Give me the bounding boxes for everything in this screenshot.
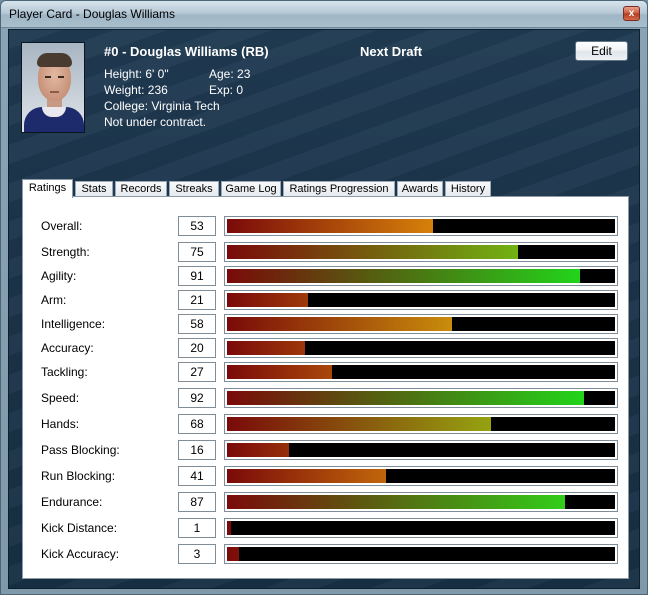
rating-value: 75 xyxy=(178,242,216,262)
rating-value: 58 xyxy=(178,314,216,334)
rating-bar-fill xyxy=(227,269,581,283)
player-experience: Exp: 0 xyxy=(209,83,244,97)
title-bar[interactable]: Player Card - Douglas Williams x xyxy=(1,1,647,28)
player-height: Height: 6' 0" xyxy=(104,67,169,81)
rating-label: Kick Distance: xyxy=(41,521,118,535)
rating-value: 41 xyxy=(178,466,216,486)
rating-bar-fill xyxy=(227,417,491,431)
rating-value: 87 xyxy=(178,492,216,512)
rating-row: Agility: 91 xyxy=(23,266,628,286)
tab-stats[interactable]: Stats xyxy=(75,181,113,197)
rating-row: Overall: 53 xyxy=(23,216,628,236)
rating-label: Accuracy: xyxy=(41,341,94,355)
rating-row: Pass Blocking: 16 xyxy=(23,440,628,460)
tab-awards[interactable]: Awards xyxy=(397,181,443,197)
rating-bar xyxy=(224,492,618,512)
player-photo xyxy=(21,42,85,133)
rating-label: Tackling: xyxy=(41,365,88,379)
close-icon: x xyxy=(628,8,635,19)
tab-records[interactable]: Records xyxy=(115,181,167,197)
rating-value: 21 xyxy=(178,290,216,310)
tab-streaks[interactable]: Streaks xyxy=(169,181,219,197)
rating-row: Speed: 92 xyxy=(23,388,628,408)
rating-value: 53 xyxy=(178,216,216,236)
rating-bar-fill xyxy=(227,341,305,355)
rating-bar xyxy=(224,338,618,358)
player-name-heading: #0 - Douglas Williams (RB) xyxy=(104,44,269,59)
rating-bar-fill xyxy=(227,293,309,307)
rating-bar-fill xyxy=(227,469,387,483)
rating-value: 68 xyxy=(178,414,216,434)
rating-label: Hands: xyxy=(41,417,80,431)
rating-row: Tackling: 27 xyxy=(23,362,628,382)
draft-status: Next Draft xyxy=(360,44,423,59)
player-age: Age: 23 xyxy=(209,67,251,81)
player-weight: Weight: 236 xyxy=(104,83,168,97)
rating-label: Strength: xyxy=(41,245,90,259)
player-college: College: Virginia Tech xyxy=(104,99,220,113)
rating-row: Intelligence: 58 xyxy=(23,314,628,334)
rating-bar xyxy=(224,518,618,538)
rating-bar xyxy=(224,290,618,310)
rating-bar xyxy=(224,362,618,382)
rating-bar-fill xyxy=(227,495,565,509)
rating-bar-fill xyxy=(227,547,239,561)
rating-bar xyxy=(224,314,618,334)
rating-row: Hands: 68 xyxy=(23,414,628,434)
rating-bar-fill xyxy=(227,391,584,405)
ratings-panel: Overall: 53 Strength: 75 Agility: 91 Arm: 21 Int… xyxy=(22,196,629,579)
rating-bar xyxy=(224,242,618,262)
rating-label: Run Blocking: xyxy=(41,469,116,483)
rating-bar-fill xyxy=(227,443,290,457)
rating-row: Arm: 21 xyxy=(23,290,628,310)
rating-bar xyxy=(224,216,618,236)
rating-value: 16 xyxy=(178,440,216,460)
rating-label: Intelligence: xyxy=(41,317,106,331)
rating-value: 91 xyxy=(178,266,216,286)
rating-bar xyxy=(224,388,618,408)
rating-value: 1 xyxy=(178,518,216,538)
window-title: Player Card - Douglas Williams xyxy=(9,7,176,21)
rating-row: Kick Accuracy: 3 xyxy=(23,544,628,564)
rating-value: 92 xyxy=(178,388,216,408)
rating-bar xyxy=(224,414,618,434)
tab-ratings-progression[interactable]: Ratings Progression xyxy=(283,181,395,197)
tab-ratings[interactable]: Ratings xyxy=(22,179,73,198)
rating-bar-fill xyxy=(227,219,433,233)
rating-row: Run Blocking: 41 xyxy=(23,466,628,486)
rating-row: Strength: 75 xyxy=(23,242,628,262)
rating-label: Pass Blocking: xyxy=(41,443,120,457)
tab-history[interactable]: History xyxy=(445,181,491,197)
rating-row: Endurance: 87 xyxy=(23,492,628,512)
rating-label: Speed: xyxy=(41,391,80,405)
rating-bar-fill xyxy=(227,317,453,331)
rating-bar-fill xyxy=(227,521,231,535)
rating-label: Arm: xyxy=(41,293,67,307)
close-button[interactable]: x xyxy=(623,6,640,21)
rating-label: Endurance: xyxy=(41,495,103,509)
rating-row: Kick Distance: 1 xyxy=(23,518,628,538)
rating-value: 20 xyxy=(178,338,216,358)
rating-bar-fill xyxy=(227,245,518,259)
tab-game-log[interactable]: Game Log xyxy=(221,181,281,197)
rating-bar-fill xyxy=(227,365,332,379)
rating-value: 3 xyxy=(178,544,216,564)
rating-bar xyxy=(224,544,618,564)
rating-bar xyxy=(224,266,618,286)
player-card-content: #0 - Douglas Williams (RB) Next Draft He… xyxy=(8,29,640,589)
rating-value: 27 xyxy=(178,362,216,382)
player-contract: Not under contract. xyxy=(104,115,207,129)
rating-bar xyxy=(224,440,618,460)
rating-bar xyxy=(224,466,618,486)
rating-label: Kick Accuracy: xyxy=(41,547,120,561)
rating-row: Accuracy: 20 xyxy=(23,338,628,358)
rating-label: Agility: xyxy=(41,269,77,283)
rating-label: Overall: xyxy=(41,219,83,233)
edit-button[interactable]: Edit xyxy=(575,41,628,61)
